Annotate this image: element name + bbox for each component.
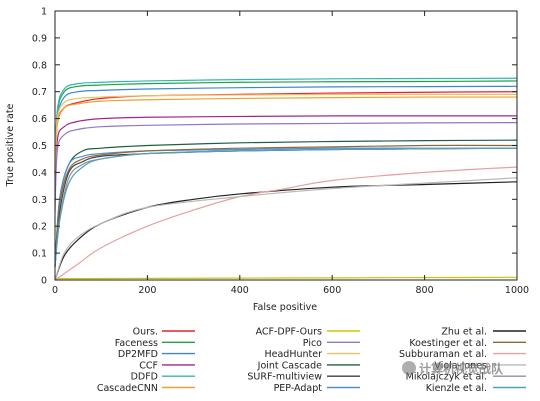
series-line-koestinger-et-al [54, 144, 518, 267]
x-axis-title: False positive [253, 302, 317, 313]
legend-label: Subburaman et al. [399, 349, 487, 360]
y-tick-label: 0.4 [32, 168, 47, 179]
legend-label: Kienzle et al. [426, 383, 487, 394]
x-tick-label: 1000 [505, 285, 529, 296]
series-line-headhunter [54, 93, 517, 173]
legend-label: Ours. [133, 327, 158, 338]
x-tick-label: 800 [416, 285, 434, 296]
legend-label: SURF-multiview [247, 372, 322, 383]
legend-label: DDFD [131, 372, 158, 383]
x-tick-label: 0 [52, 285, 58, 296]
y-axis-title: True positive rate [5, 103, 16, 187]
series-line-kienzle-et-al [54, 147, 518, 267]
axis-title-group: False positive True positive rate [5, 103, 317, 313]
y-tick-label: 0.6 [32, 114, 47, 125]
series-line-ccf [54, 115, 517, 200]
legend-label: HeadHunter [264, 349, 322, 360]
series-line-acf-dpf-ours [54, 276, 518, 280]
legend-label: Viola-Jones [434, 360, 487, 371]
series-line-ddfd [54, 77, 518, 173]
series-line-faceness [54, 80, 518, 173]
x-tick-label: 400 [231, 285, 249, 296]
y-tick-label: 0.1 [32, 249, 47, 260]
series-line-zhu-et-al [54, 181, 518, 281]
y-tick-label: 1 [41, 7, 47, 18]
series-line-pico [54, 122, 518, 213]
series-line-subburaman-et-al [54, 166, 518, 281]
y-tick-label: 0.9 [32, 33, 47, 44]
legend-label: Faceness [115, 338, 158, 349]
legend-label: CascadeCNN [97, 383, 158, 394]
series-line-dp2mfd [54, 85, 518, 173]
legend-label: Koestinger et al. [409, 338, 487, 349]
y-tick-label: 0.7 [32, 87, 47, 98]
watermark: 计算机视觉战队 [402, 360, 503, 377]
x-tick-label: 200 [138, 285, 156, 296]
series-layer [54, 77, 518, 281]
legend-label: CCF [139, 360, 158, 371]
legend-label: Zhu et al. [441, 327, 487, 338]
legend-label: ACF-DPF-Ours [256, 327, 322, 338]
watermark-text: 计算机视觉战队 [419, 362, 504, 376]
ticks-layer: 0 200 400 600 800 1000 0 0.1 0.2 0.3 0.4 0.5 0.6 0.7 0… [32, 7, 529, 297]
series-line-cascadecnn [54, 96, 518, 186]
series-line-pep-adapt [54, 147, 517, 267]
y-tick-label: 0.3 [32, 195, 47, 206]
watermark-logo-icon [402, 361, 416, 375]
y-tick-label: 0.8 [32, 60, 47, 71]
legend-label: DP2MFD [118, 349, 158, 360]
series-line-joint-cascade [54, 139, 518, 267]
series-line-mikolajczyk-et-al [54, 147, 518, 267]
series-line-surf-multiview [54, 147, 518, 267]
y-tick-label: 0.2 [32, 222, 47, 233]
y-tick-label: 0 [41, 276, 47, 287]
legend-label: Pico [303, 338, 322, 349]
x-tick-label: 600 [323, 285, 341, 296]
y-tick-label: 0.5 [32, 141, 47, 152]
series-line-viola-jones [54, 177, 518, 281]
series-line-ours [54, 91, 518, 173]
legend-label: PEP-Adapt [274, 383, 323, 394]
legend-label: Mikolajczyk et al. [406, 372, 487, 383]
legend-label: Joint Cascade [257, 360, 322, 371]
